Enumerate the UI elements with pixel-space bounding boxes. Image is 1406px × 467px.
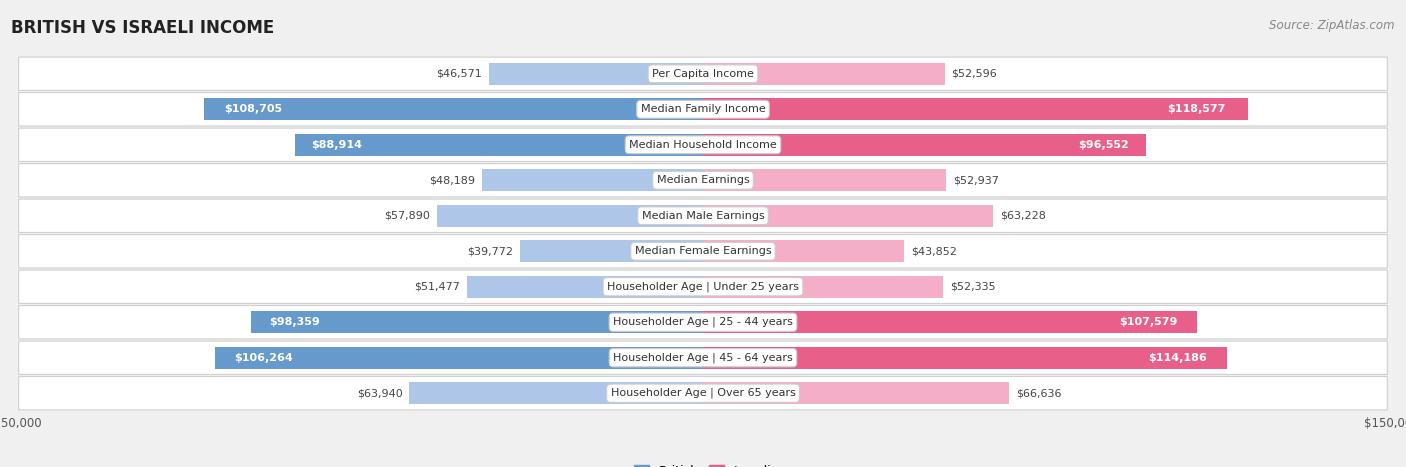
Bar bbox=[703, 240, 904, 262]
FancyBboxPatch shape bbox=[18, 305, 1388, 339]
Text: Median Male Earnings: Median Male Earnings bbox=[641, 211, 765, 221]
Text: $114,186: $114,186 bbox=[1147, 353, 1206, 363]
Text: Median Female Earnings: Median Female Earnings bbox=[634, 246, 772, 256]
Text: Median Earnings: Median Earnings bbox=[657, 175, 749, 185]
Text: $88,914: $88,914 bbox=[311, 140, 361, 150]
Bar bbox=[703, 134, 1146, 156]
Text: $106,264: $106,264 bbox=[235, 353, 294, 363]
FancyBboxPatch shape bbox=[18, 92, 1388, 126]
Bar bbox=[703, 63, 945, 85]
Text: $108,705: $108,705 bbox=[224, 104, 281, 114]
Text: Householder Age | 45 - 64 years: Householder Age | 45 - 64 years bbox=[613, 353, 793, 363]
Text: Householder Age | Under 25 years: Householder Age | Under 25 years bbox=[607, 282, 799, 292]
Text: $43,852: $43,852 bbox=[911, 246, 957, 256]
Text: Per Capita Income: Per Capita Income bbox=[652, 69, 754, 79]
Text: $118,577: $118,577 bbox=[1167, 104, 1226, 114]
FancyBboxPatch shape bbox=[18, 341, 1388, 375]
Text: $52,937: $52,937 bbox=[953, 175, 998, 185]
Bar bbox=[703, 382, 1010, 404]
FancyBboxPatch shape bbox=[18, 376, 1388, 410]
Text: $39,772: $39,772 bbox=[467, 246, 513, 256]
Text: Householder Age | 25 - 44 years: Householder Age | 25 - 44 years bbox=[613, 317, 793, 327]
FancyBboxPatch shape bbox=[18, 163, 1388, 197]
Bar bbox=[703, 311, 1197, 333]
Bar bbox=[252, 311, 703, 333]
Text: $63,228: $63,228 bbox=[1000, 211, 1046, 221]
Bar bbox=[703, 347, 1227, 369]
Bar bbox=[703, 276, 943, 298]
Bar bbox=[295, 134, 703, 156]
Text: $52,596: $52,596 bbox=[952, 69, 997, 79]
Text: Source: ZipAtlas.com: Source: ZipAtlas.com bbox=[1270, 19, 1395, 32]
FancyBboxPatch shape bbox=[18, 270, 1388, 304]
Bar bbox=[204, 98, 703, 120]
Text: $48,189: $48,189 bbox=[429, 175, 475, 185]
Bar bbox=[703, 169, 946, 191]
Text: $66,636: $66,636 bbox=[1017, 388, 1062, 398]
Bar bbox=[482, 169, 703, 191]
Text: $98,359: $98,359 bbox=[270, 317, 321, 327]
Bar bbox=[437, 205, 703, 227]
Text: $52,335: $52,335 bbox=[950, 282, 995, 292]
Text: $107,579: $107,579 bbox=[1119, 317, 1177, 327]
FancyBboxPatch shape bbox=[18, 234, 1388, 268]
Text: $57,890: $57,890 bbox=[384, 211, 430, 221]
Text: $46,571: $46,571 bbox=[436, 69, 482, 79]
Text: $96,552: $96,552 bbox=[1078, 140, 1129, 150]
Bar bbox=[489, 63, 703, 85]
Bar bbox=[520, 240, 703, 262]
Text: $63,940: $63,940 bbox=[357, 388, 402, 398]
Text: Median Family Income: Median Family Income bbox=[641, 104, 765, 114]
FancyBboxPatch shape bbox=[18, 199, 1388, 233]
Legend: British, Israeli: British, Israeli bbox=[628, 460, 778, 467]
FancyBboxPatch shape bbox=[18, 57, 1388, 91]
Text: Median Household Income: Median Household Income bbox=[628, 140, 778, 150]
FancyBboxPatch shape bbox=[18, 128, 1388, 162]
Text: Householder Age | Over 65 years: Householder Age | Over 65 years bbox=[610, 388, 796, 398]
Bar bbox=[409, 382, 703, 404]
Bar bbox=[703, 205, 994, 227]
Bar bbox=[215, 347, 703, 369]
Text: $51,477: $51,477 bbox=[413, 282, 460, 292]
Bar bbox=[467, 276, 703, 298]
Text: BRITISH VS ISRAELI INCOME: BRITISH VS ISRAELI INCOME bbox=[11, 19, 274, 37]
Bar bbox=[703, 98, 1247, 120]
